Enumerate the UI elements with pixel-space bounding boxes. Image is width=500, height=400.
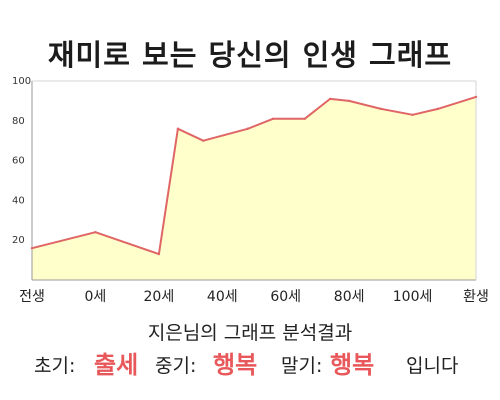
data-point-3 <box>176 127 180 130</box>
middle-stage-label: 중기: <box>155 355 197 377</box>
data-point-6 <box>271 117 275 121</box>
data-point-8 <box>328 97 332 101</box>
data-point-11 <box>411 113 414 117</box>
data-point-2 <box>157 252 161 256</box>
data-point-9 <box>347 99 351 103</box>
data-point-4 <box>202 139 205 142</box>
data-points <box>30 95 478 256</box>
life-area-fill <box>32 96 476 281</box>
data-point-7 <box>303 117 306 121</box>
data-point-0 <box>30 246 34 250</box>
x-tick-label: 전생 <box>19 289 45 305</box>
y-tick-label: 60 <box>12 156 25 167</box>
plot-area <box>31 80 477 281</box>
x-tick-label: 60세 <box>270 289 301 305</box>
closing-text: 입니다 <box>406 355 459 377</box>
early-stage-value: 출세 <box>94 351 139 379</box>
late-stage-label: 말기: <box>281 355 323 377</box>
y-tick-label: 80 <box>12 116 25 127</box>
x-tick-label: 20세 <box>144 289 175 305</box>
x-tick-label: 환생 <box>463 289 489 305</box>
x-axis-ticks: 전생 0세 20세 40세 60세 80세 100세 환생 <box>19 289 489 305</box>
data-point-5 <box>246 127 249 130</box>
analysis-result-heading: 지은님의 그래프 분석결과 <box>147 322 353 344</box>
data-point-13 <box>474 95 478 99</box>
analysis-result-line: 초기: 출세 중기: 행복 말기: 행복 입니다 <box>0 348 500 382</box>
y-axis-ticks: 20 40 60 80 100 <box>12 76 31 246</box>
early-stage-label: 초기: <box>34 355 76 377</box>
middle-stage-value: 행복 <box>213 351 258 379</box>
data-point-12 <box>436 107 440 111</box>
chart-title: 재미로 보는 당신의 인생 그래프 <box>47 38 453 72</box>
x-tick-label: 100세 <box>393 289 433 305</box>
y-tick-label: 40 <box>12 195 25 206</box>
life-line-series <box>31 95 477 256</box>
y-tick-label: 20 <box>12 235 25 246</box>
y-tick-label: 100 <box>12 76 31 87</box>
data-point-10 <box>379 107 383 111</box>
x-tick-label: 80세 <box>334 289 365 305</box>
late-stage-value: 행복 <box>330 351 375 379</box>
x-tick-label: 0세 <box>85 289 107 305</box>
x-tick-label: 40세 <box>207 289 238 305</box>
data-point-1 <box>94 231 97 234</box>
